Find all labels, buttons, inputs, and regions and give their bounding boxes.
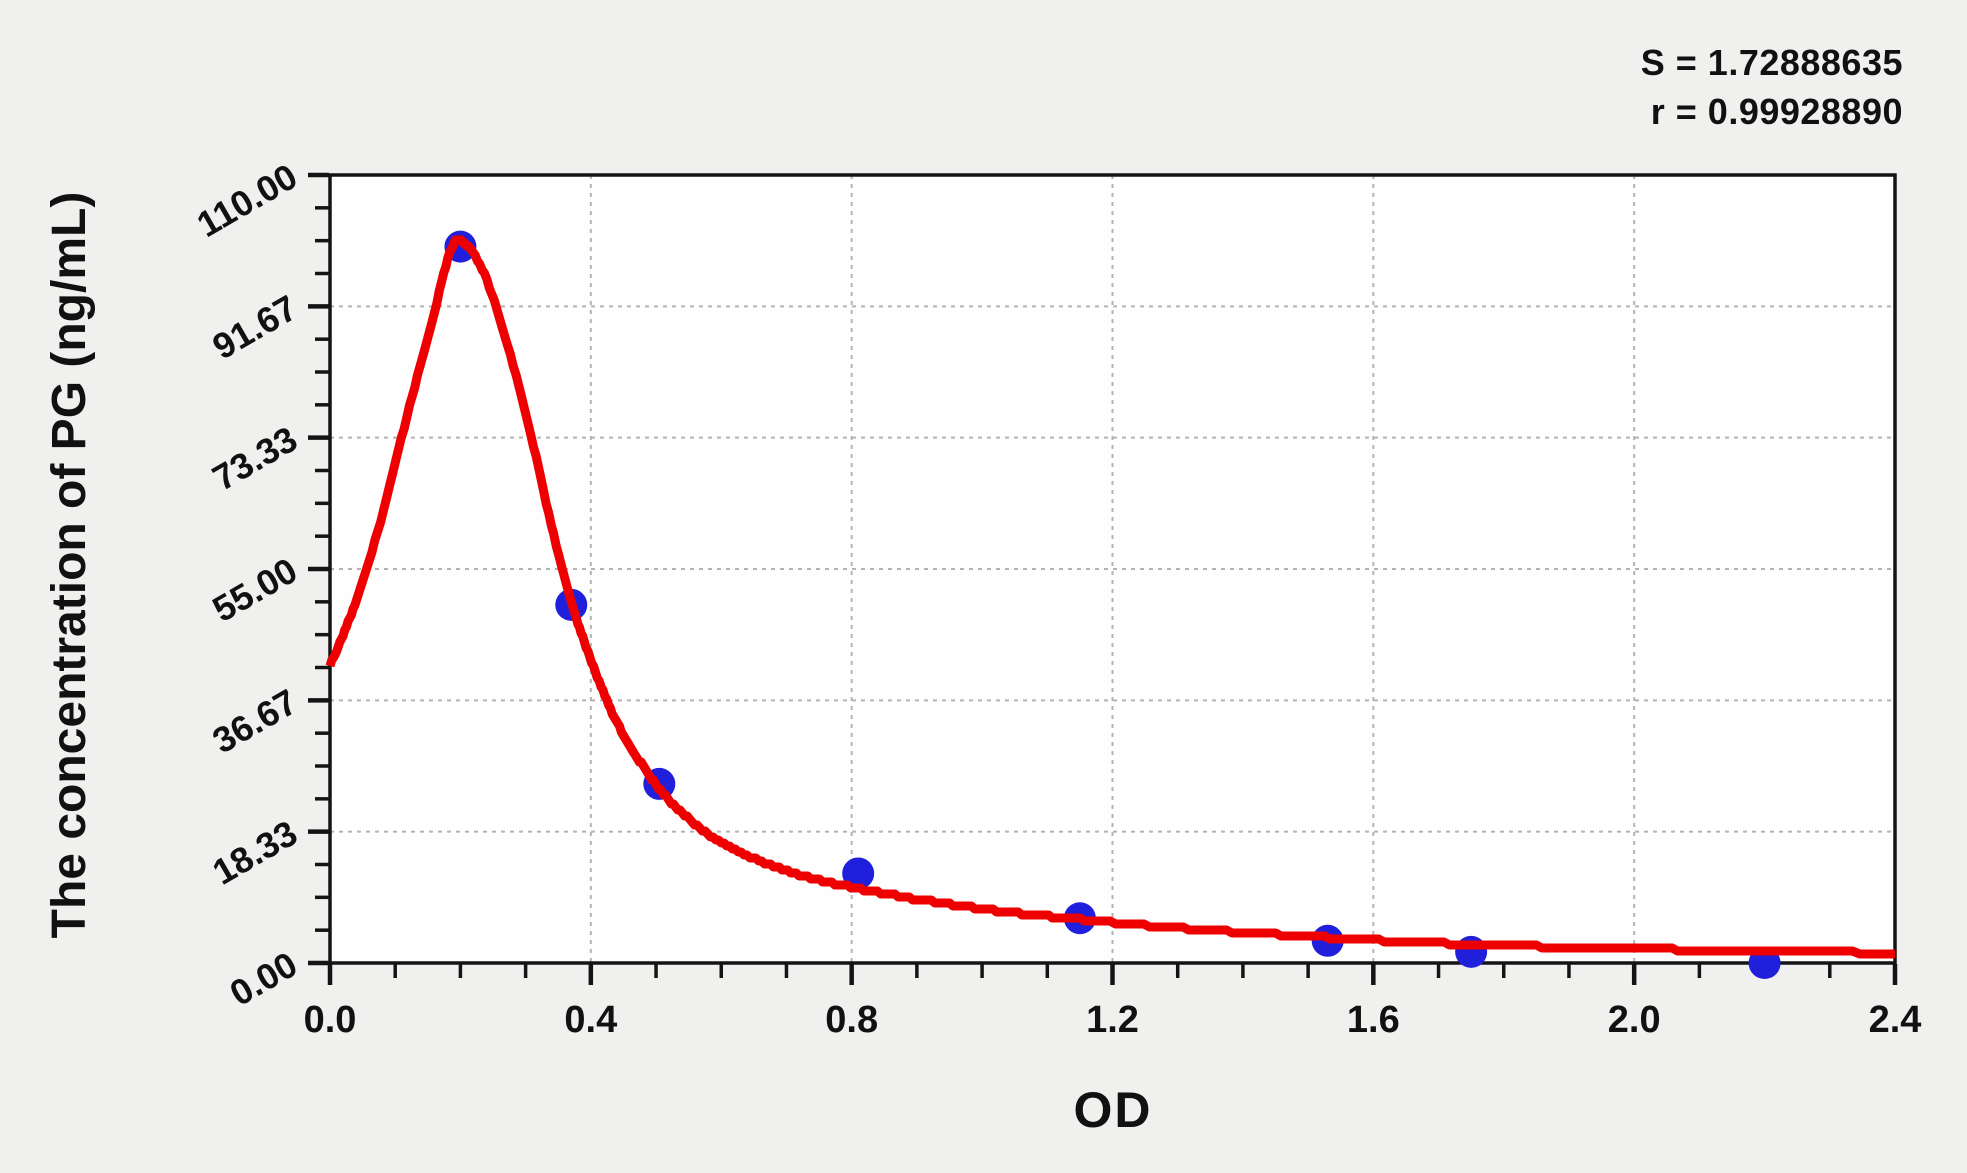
y-tick-label: 110.00	[190, 155, 304, 245]
fit-statistics: S = 1.72888635 r = 0.99928890	[1641, 38, 1903, 136]
x-tick-label: 1.6	[1347, 999, 1400, 1041]
y-tick-label: 73.33	[205, 418, 304, 499]
x-tick-label: 0.0	[304, 999, 357, 1041]
x-tick-label: 2.4	[1869, 999, 1922, 1041]
x-axis-title: OD	[1073, 1082, 1153, 1138]
r-statistic: r = 0.99928890	[1650, 91, 1903, 132]
s-statistic: S = 1.72888635	[1640, 42, 1903, 83]
x-tick-label: 0.8	[825, 999, 878, 1041]
plot-frame	[328, 173, 1897, 965]
x-tick-label: 0.4	[564, 999, 617, 1041]
fit-curve	[325, 235, 1896, 959]
y-tick-label: 36.67	[205, 681, 304, 762]
y-tick-label: 55.00	[205, 549, 304, 630]
x-tick-label: 2.0	[1608, 999, 1661, 1041]
x-tick-label: 1.2	[1086, 999, 1139, 1041]
y-tick-label: 18.33	[205, 812, 304, 893]
y-tick-label: 0.00	[223, 943, 304, 1014]
y-tick-label: 91.67	[205, 287, 304, 368]
plot-area	[330, 175, 1895, 963]
